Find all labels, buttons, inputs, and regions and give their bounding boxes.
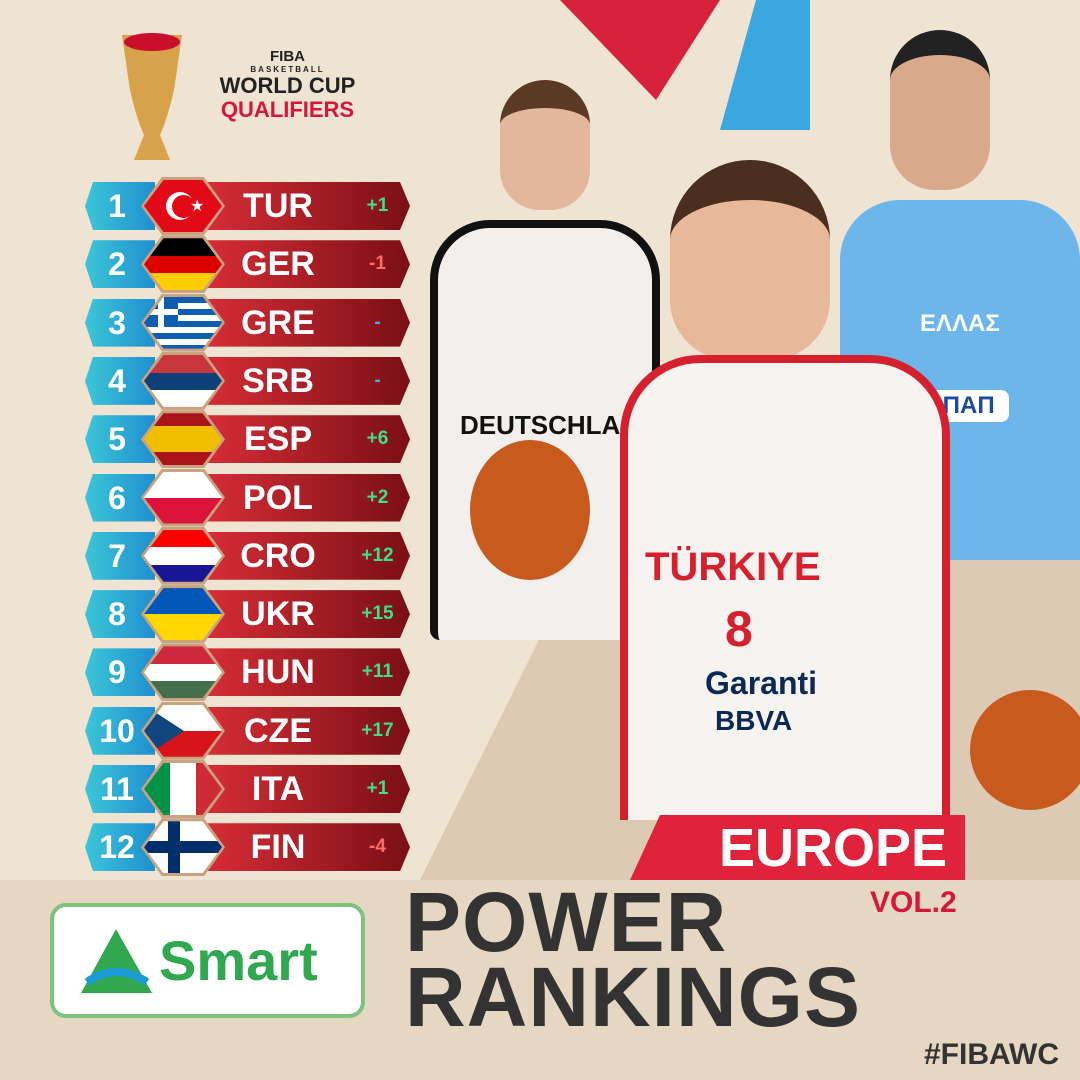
rank-change: +6	[366, 428, 389, 450]
bg-decoration	[720, 0, 810, 130]
title-rankings: RANKINGS	[405, 950, 862, 1044]
ranking-row: 9 HUN +11	[85, 643, 410, 702]
hungary-flag-icon	[141, 643, 225, 702]
qualifiers-text: QUALIFIERS	[220, 97, 355, 122]
team-code: TUR	[243, 187, 313, 225]
rank-number: 2	[85, 240, 155, 289]
team-code: GRE	[241, 303, 315, 342]
ranking-row: 10 CZE +17	[85, 701, 410, 760]
jersey-text: ΕΛΛΑΣ	[920, 310, 1000, 337]
ranking-row: 8 UKR +15	[85, 585, 410, 644]
jersey-text: TÜRKIYE	[645, 545, 821, 589]
rank-change: +15	[361, 603, 394, 625]
jersey-number: 8	[725, 601, 753, 657]
team-code: CRO	[240, 536, 316, 575]
team-code: POL	[243, 478, 313, 517]
rank-change: -	[374, 311, 381, 333]
ukraine-flag-icon	[141, 585, 225, 644]
team-code: ESP	[243, 420, 313, 459]
ranking-row: 2 GER -1	[85, 235, 410, 294]
volume-label: VOL.2	[870, 886, 957, 919]
world-cup-trophy-icon	[112, 30, 192, 165]
sponsor-text: Garanti	[705, 665, 818, 701]
rank-change: +11	[361, 661, 394, 683]
ranking-row: 6 POL +2	[85, 468, 410, 527]
rank-change: +2	[366, 486, 389, 508]
rank-change: -4	[369, 836, 386, 858]
ranking-row: 11 ITA +1	[85, 760, 410, 818]
smart-text: Smart	[159, 929, 318, 992]
rank-number: 3	[85, 298, 155, 347]
rank-change: +17	[361, 719, 394, 741]
turkey-flag-icon: ★	[141, 177, 225, 235]
sponsor-text: BBVA	[715, 705, 793, 736]
ranking-row: 12 FIN -4	[85, 818, 410, 877]
basketball-text: BASKETBALL	[250, 65, 325, 74]
ranking-row: 1 ★ TUR +1	[85, 177, 410, 235]
rank-change: -	[374, 369, 381, 391]
team-code: GER	[241, 245, 315, 284]
rank-change: +12	[361, 544, 394, 566]
title-power: POWER	[405, 875, 728, 969]
rank-change: +1	[366, 195, 389, 216]
ranking-row: 5 ESP +6	[85, 410, 410, 469]
czechia-flag-icon	[141, 701, 225, 760]
ranking-row: 3 GRE -	[85, 293, 410, 352]
hashtag: #FIBAWC	[924, 1038, 1059, 1071]
team-code: FIN	[250, 828, 306, 867]
germany-flag-icon	[141, 235, 225, 294]
team-code: SRB	[242, 361, 314, 400]
smart-wave-icon	[81, 929, 152, 993]
basketball-left	[470, 440, 590, 580]
rank-change: -1	[369, 253, 386, 275]
team-code: HUN	[241, 653, 315, 692]
player-turkey: TÜRKIYE 8 Garanti BBVA	[540, 160, 960, 820]
rank-change: +1	[366, 778, 389, 799]
fiba-logo: FIBA BASKETBALL WORLD CUP QUALIFIERS	[215, 48, 360, 122]
team-code: ITA	[251, 770, 305, 808]
rank-number: 11	[85, 765, 155, 813]
smart-logo: Smart	[50, 903, 365, 1018]
ranking-row: 4 SRB -	[85, 351, 410, 410]
rank-number: 12	[85, 823, 155, 872]
region-banner: EUROPE	[630, 815, 965, 880]
ranking-row: 7 CRO +12	[85, 526, 410, 585]
finland-flag-icon	[141, 818, 225, 877]
team-code: UKR	[241, 595, 315, 634]
world-cup-text: WORLD CUP	[219, 73, 356, 98]
fiba-text: FIBA	[270, 48, 305, 65]
team-code: CZE	[244, 711, 312, 750]
basketball-right	[970, 690, 1080, 810]
croatia-flag-icon	[141, 526, 225, 585]
region-title: EUROPE	[718, 818, 947, 878]
